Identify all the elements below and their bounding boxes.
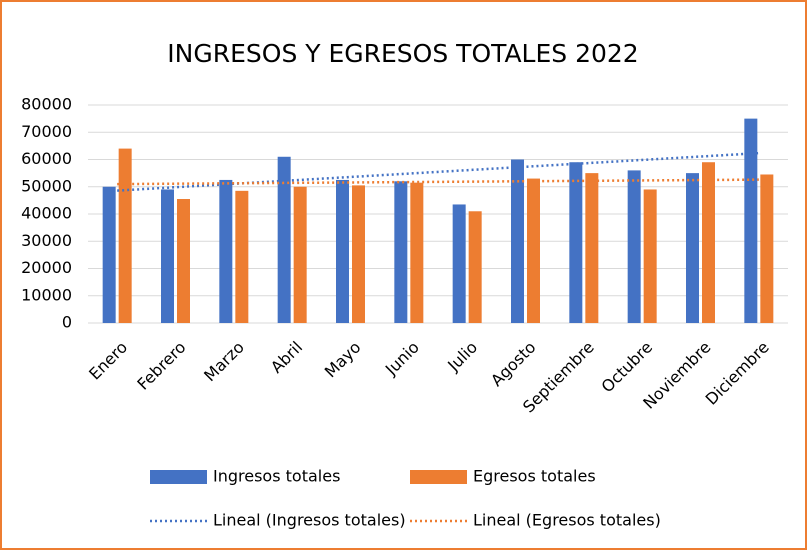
y-tick-label: 50000 [21, 176, 72, 195]
bar [468, 211, 482, 323]
bar [336, 179, 349, 323]
bar [452, 204, 466, 323]
bar [394, 181, 408, 323]
bar [744, 118, 758, 323]
bar [527, 178, 540, 323]
y-tick-label: 0 [62, 313, 72, 332]
y-tick-label: 80000 [21, 95, 72, 114]
trendline [117, 178, 759, 186]
bar [352, 185, 365, 323]
bar [569, 162, 583, 323]
y-tick-label: 20000 [21, 258, 72, 277]
y-tick-label: 30000 [21, 231, 72, 250]
bar [177, 199, 190, 323]
legend-swatch [150, 470, 207, 484]
bar [118, 148, 132, 323]
legend-label: Lineal (Egresos totales) [473, 511, 661, 530]
bar [760, 174, 774, 323]
legend-label: Lineal (Ingresos totales) [213, 511, 406, 530]
legend-label: Egresos totales [473, 467, 596, 486]
bar [410, 182, 424, 323]
bar [511, 159, 524, 323]
bar [293, 186, 307, 323]
bar [702, 162, 715, 323]
y-tick-label: 40000 [21, 204, 72, 223]
bar [277, 156, 291, 323]
legend-label: Ingresos totales [213, 467, 340, 486]
y-tick-label: 70000 [21, 122, 72, 141]
y-tick-label: 10000 [21, 285, 72, 304]
bar [219, 179, 233, 323]
legend-swatch [410, 470, 467, 484]
bar [643, 189, 657, 323]
bar [235, 190, 249, 323]
bar [585, 173, 599, 323]
bar [686, 173, 699, 323]
trendline [117, 151, 759, 192]
bar [102, 186, 116, 323]
y-tick-label: 60000 [21, 149, 72, 168]
chart-title: INGRESOS Y EGRESOS TOTALES 2022 [167, 39, 638, 68]
bar [161, 189, 174, 323]
bar [627, 170, 641, 323]
